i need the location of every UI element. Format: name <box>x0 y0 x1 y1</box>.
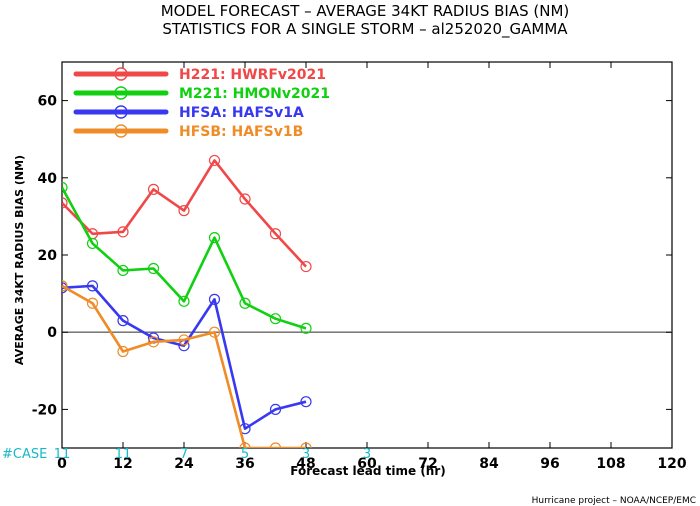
series-line <box>62 159 307 268</box>
series-marker <box>86 237 99 250</box>
credit-text: Hurricane project – NOAA/NCEP/EMC <box>532 496 696 506</box>
x-tick-label: 24 <box>174 456 194 472</box>
series-group <box>62 154 312 448</box>
series-line <box>62 186 307 330</box>
series-marker <box>269 442 282 448</box>
series-line <box>62 284 307 431</box>
series-marker <box>208 154 221 167</box>
series-marker <box>269 403 282 415</box>
x-tick-label: 84 <box>479 456 499 472</box>
series-marker <box>62 280 68 292</box>
series-marker <box>147 183 160 195</box>
series-marker <box>269 228 282 240</box>
series-marker <box>86 297 99 309</box>
y-tick-label: 40 <box>38 171 58 187</box>
series-marker <box>208 293 221 305</box>
x-axis-label: Forecast lead time (hr) <box>290 464 446 478</box>
x-tick-label: 72 <box>418 456 437 472</box>
x-tick-label: 60 <box>357 456 377 472</box>
chart-title: MODEL FORECAST – AVERAGE 34KT RADIUS BIA… <box>161 2 570 20</box>
series-marker <box>239 297 251 309</box>
x-tick-label: 108 <box>596 456 625 472</box>
legend-marker <box>114 67 128 81</box>
y-tick-label: 20 <box>38 248 58 264</box>
legend-marker <box>114 86 128 100</box>
case-count: 5 <box>241 447 249 462</box>
legend-label: HFSB: HAFSv1B <box>179 124 303 140</box>
series-marker <box>117 226 129 238</box>
case-count: 7 <box>180 447 188 462</box>
legend-label: M221: HMONv2021 <box>179 86 330 102</box>
x-tick-label: 96 <box>540 456 559 472</box>
series-marker <box>117 264 129 277</box>
legend-label: H221: HWRFv2021 <box>179 67 326 83</box>
legend-marker <box>114 124 128 138</box>
case-count: 11 <box>54 447 71 462</box>
x-tick-label: 36 <box>235 456 254 472</box>
series-marker <box>86 280 99 292</box>
series-marker <box>117 315 129 327</box>
series-marker <box>208 326 221 338</box>
chart-subtitle: STATISTICS FOR A SINGLE STORM – al252020… <box>162 20 568 39</box>
series-marker <box>269 313 282 325</box>
series-marker <box>239 193 251 205</box>
case-count: 11 <box>115 447 132 462</box>
x-tick-label: 120 <box>657 456 686 472</box>
legend-marker <box>114 105 128 119</box>
y-tick-label: 60 <box>38 94 58 110</box>
y-tick-label: 0 <box>47 325 57 341</box>
y-axis-label: AVERAGE 34KT RADIUS BIAS (NM) <box>13 155 26 365</box>
series-marker <box>300 260 312 273</box>
series-marker <box>147 336 160 348</box>
series-marker <box>178 295 190 307</box>
series-marker <box>62 181 68 194</box>
series-marker <box>62 197 68 209</box>
series-marker <box>147 262 160 275</box>
series-marker <box>208 232 221 244</box>
series-marker <box>300 442 312 448</box>
case-count: 3 <box>363 447 371 462</box>
y-tick-label: -20 <box>32 402 58 418</box>
series-marker <box>117 345 129 358</box>
case-count: 3 <box>302 447 310 462</box>
case-label: #CASE <box>2 447 47 462</box>
legend-label: HFSA: HAFSv1A <box>179 105 304 121</box>
series-marker <box>239 442 251 448</box>
x-tick-label: 48 <box>296 456 315 472</box>
plot-frame <box>61 61 673 449</box>
x-tick-label: 0 <box>57 456 67 472</box>
series-line <box>62 284 306 448</box>
series-marker <box>178 334 190 346</box>
x-tick-label: 12 <box>113 456 132 472</box>
series-marker <box>300 322 312 334</box>
series-marker <box>300 396 312 408</box>
series-marker <box>178 205 190 217</box>
